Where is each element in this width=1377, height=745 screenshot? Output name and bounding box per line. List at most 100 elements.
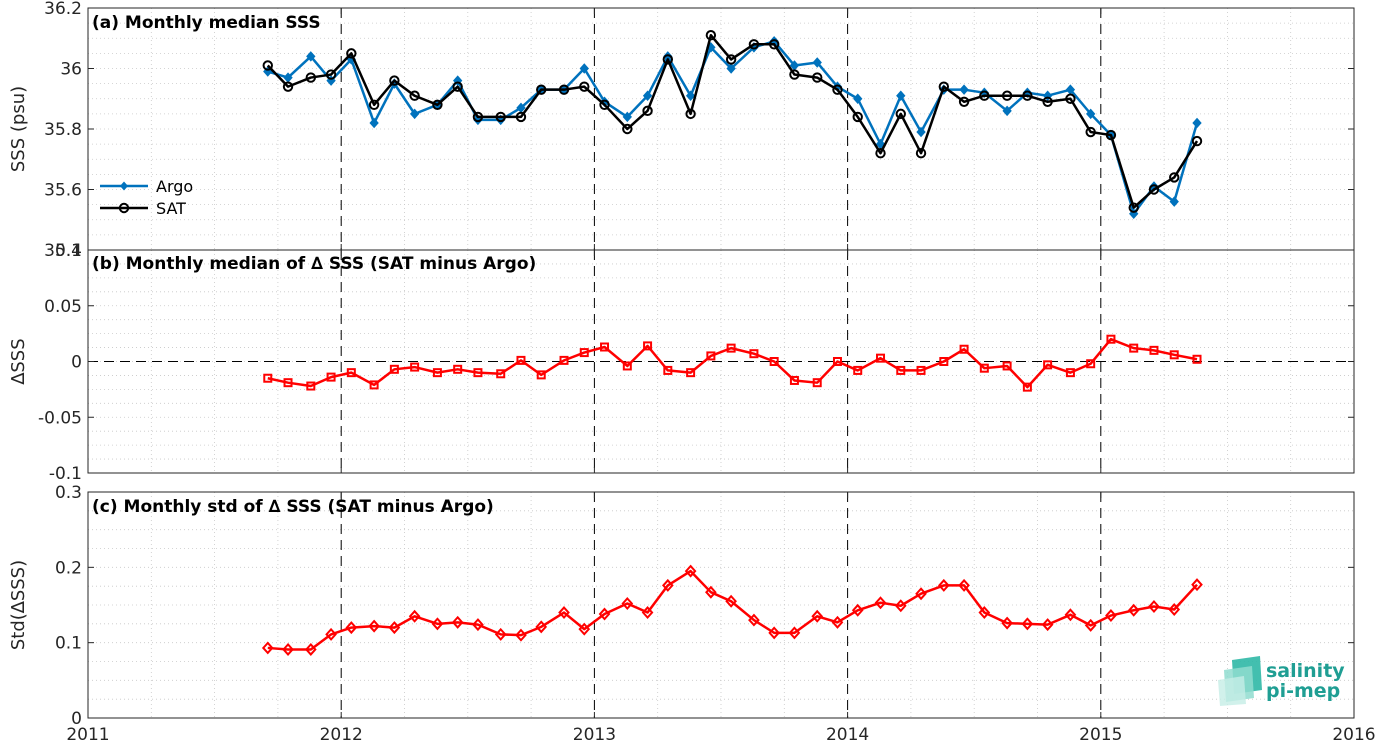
data-point	[705, 30, 717, 41]
series-line	[267, 337, 1198, 389]
data-point	[494, 627, 507, 641]
data-point	[346, 368, 356, 378]
data-point	[789, 69, 800, 80]
data-point	[579, 63, 589, 74]
data-point	[1127, 603, 1140, 617]
data-point	[432, 368, 442, 378]
data-point	[874, 596, 887, 610]
data-point	[725, 594, 737, 608]
data-point	[408, 609, 421, 623]
data-point	[959, 84, 969, 95]
y-tick-label: 0	[71, 709, 82, 729]
data-point	[409, 108, 420, 120]
data-point	[1169, 196, 1179, 207]
data-point	[368, 99, 380, 111]
data-point	[812, 72, 823, 83]
data-point	[1169, 172, 1180, 183]
data-point	[1065, 368, 1075, 378]
data-point	[1022, 90, 1033, 101]
data-point	[325, 69, 337, 80]
data-point	[325, 627, 337, 641]
data-point	[896, 365, 906, 375]
panel-title: (a) Monthly median SSS	[92, 13, 321, 33]
panel-title: (c) Monthly std of ∆ SSS (SAT minus Argo…	[92, 497, 494, 517]
data-point	[831, 615, 844, 629]
panel-a-sss: 35.4 35.6 35.8 36 36.2 SSS (psu) (a) Monthly m…	[8, 0, 1355, 261]
data-point	[536, 84, 547, 95]
data-point	[979, 90, 990, 101]
axes-box	[87, 249, 1355, 474]
data-point	[726, 63, 736, 74]
data-point	[685, 108, 696, 120]
data-point	[559, 355, 569, 365]
data-point	[1128, 202, 1139, 213]
data-point	[641, 606, 654, 620]
data-point	[875, 148, 886, 159]
data-point	[1148, 184, 1160, 195]
salinity-pi-mep-logo: salinity pi-mep	[1218, 656, 1345, 706]
data-point	[1168, 603, 1181, 617]
data-point	[853, 365, 863, 375]
data-point	[1106, 334, 1116, 344]
data-point	[1064, 608, 1077, 622]
data-point	[937, 578, 950, 592]
data-point	[452, 81, 463, 92]
data-point	[643, 341, 653, 351]
data-point	[515, 111, 527, 123]
panel-title: (b) Monthly median of ∆ SSS (SAT minus A…	[92, 254, 536, 274]
data-point	[389, 75, 400, 86]
data-point	[1148, 600, 1160, 614]
data-point	[896, 90, 906, 101]
y-tick-label: 35.8	[44, 120, 82, 140]
data-point	[789, 375, 799, 385]
y-tick-label: 0.05	[44, 297, 82, 317]
legend-marker	[118, 202, 130, 214]
x-tick-label: 2016	[1332, 725, 1375, 745]
data-point	[1002, 361, 1012, 371]
data-point	[915, 587, 927, 601]
data-point	[958, 578, 970, 592]
data-point	[978, 606, 991, 620]
data-point	[1043, 360, 1053, 370]
data-point	[263, 373, 273, 383]
data-point	[662, 54, 674, 65]
data-point	[326, 372, 336, 382]
data-point	[812, 57, 822, 68]
data-point	[1192, 117, 1202, 129]
data-point	[578, 622, 591, 636]
x-tick-label: 2013	[573, 725, 616, 745]
data-point	[1129, 343, 1139, 353]
data-point	[1021, 617, 1034, 631]
y-axis-label: ∆SSS	[8, 338, 29, 385]
data-point	[472, 618, 484, 632]
data-point	[389, 364, 399, 374]
data-point	[432, 99, 443, 111]
data-point	[622, 123, 633, 135]
series-line	[267, 569, 1198, 651]
data-point	[894, 599, 907, 613]
data-point	[453, 364, 463, 374]
data-point	[369, 117, 379, 129]
data-point	[369, 380, 379, 390]
x-tick-label: 2012	[320, 725, 363, 745]
data-point	[769, 357, 779, 366]
data-point	[304, 642, 317, 656]
data-point	[706, 351, 716, 361]
data-point	[473, 368, 483, 378]
data-point	[1105, 129, 1117, 141]
data-point	[811, 609, 824, 623]
y-tick-label: 0.1	[55, 634, 82, 654]
data-point	[726, 343, 736, 353]
data-point	[958, 96, 970, 107]
data-point	[832, 357, 842, 366]
data-point	[1084, 618, 1097, 632]
data-point	[1169, 350, 1179, 360]
y-tick-label: -0.05	[38, 408, 82, 428]
data-point	[748, 613, 760, 627]
data-point	[851, 603, 864, 617]
data-point	[686, 368, 696, 378]
data-point	[852, 111, 863, 123]
x-tick-label: 2011	[66, 725, 109, 745]
data-point	[306, 51, 316, 62]
